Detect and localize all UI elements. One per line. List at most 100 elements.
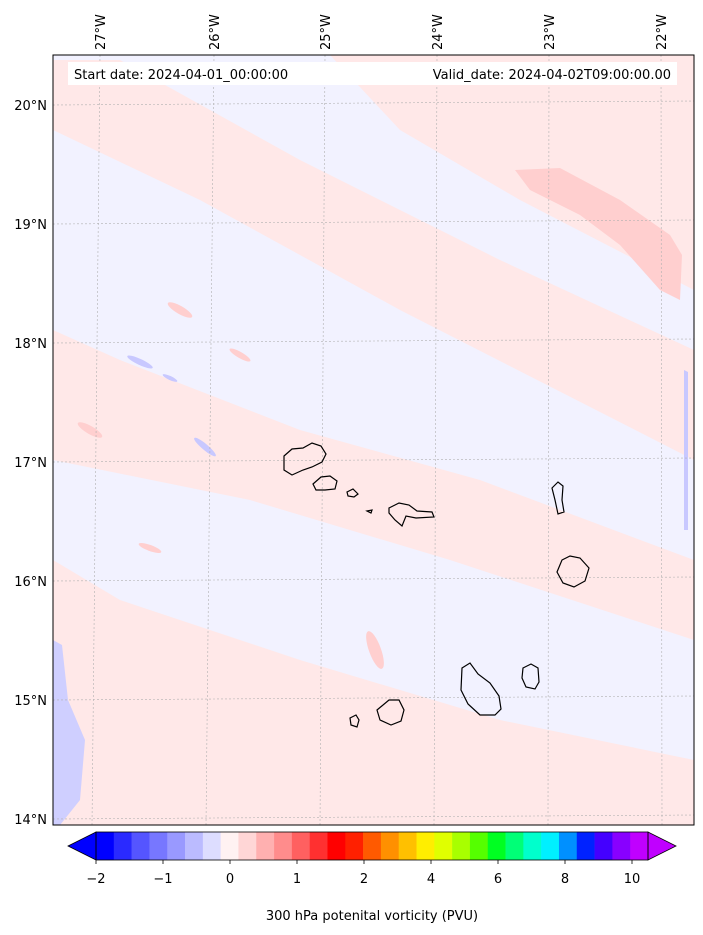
pv-band-lower (53, 330, 694, 640)
colorbar-cell (434, 832, 453, 860)
colorbar-cell (345, 832, 364, 860)
colorbar-tick-label: 2 (360, 872, 368, 887)
colorbar-cells (96, 832, 649, 860)
colorbar-cell (96, 832, 115, 860)
lon-tick-label: 25°W (319, 14, 334, 50)
colorbar-tick-labels: −2 −1 0 1 2 4 6 8 10 (86, 860, 640, 887)
pv-negative-patch-left (53, 640, 85, 825)
colorbar-cell (398, 832, 417, 860)
parallel-line (53, 576, 694, 582)
colorbar-cell (612, 832, 631, 860)
colorbar-cell (363, 832, 382, 860)
graticule (53, 55, 694, 825)
lon-tick-label: 26°W (208, 14, 223, 50)
colorbar-cell (576, 832, 595, 860)
map-frame (52, 54, 695, 826)
lat-tick-label: 14°N (14, 813, 47, 828)
lat-tick-label: 18°N (14, 337, 47, 352)
colorbar-tick-label: −1 (153, 872, 172, 887)
colorbar-cell (380, 832, 400, 860)
colorbar-cell (541, 832, 560, 860)
meridian-line (91, 55, 101, 825)
pv-band-bottom (53, 560, 694, 825)
lat-tick-label: 19°N (14, 218, 47, 233)
colorbar-extend-max (647, 831, 677, 861)
valid-date-label: Valid_date: 2024-04-02T09:00:00.00 (433, 68, 671, 83)
colorbar-cell (309, 832, 328, 860)
colorbar-cell (185, 832, 204, 860)
colorbar-tick-label: 8 (561, 872, 569, 887)
meridian-line (660, 55, 663, 825)
island-branco (365, 509, 373, 514)
colorbar-cell (167, 832, 186, 860)
colorbar-cell (469, 832, 489, 860)
colorbar-label: 300 hPa potenital vorticity (PVU) (266, 909, 478, 924)
colorbar-cell (327, 832, 346, 860)
island-sal (551, 481, 565, 515)
colorbar-tick-label: 4 (427, 872, 435, 887)
colorbar-tick-label: 0 (226, 872, 234, 887)
colorbar-tick-label: 6 (494, 872, 502, 887)
lat-tick-label: 16°N (14, 575, 47, 590)
coastlines (283, 442, 590, 728)
parallel-line (53, 695, 694, 701)
meridian-line (205, 55, 215, 825)
island-maio (521, 663, 540, 690)
colorbar-cell (256, 832, 275, 860)
latitude-tick-labels: 20°N 19°N 18°N 17°N 16°N 15°N 14°N (14, 99, 47, 828)
colorbar-cell (505, 832, 524, 860)
lon-tick-label: 24°W (431, 14, 446, 50)
lat-tick-label: 15°N (14, 694, 47, 709)
colorbar-cell (113, 832, 132, 860)
parallel-line (53, 457, 694, 463)
colorbar-cell (630, 832, 649, 860)
colorbar-tick-label: 1 (293, 872, 301, 887)
island-brava (349, 714, 360, 728)
meridian-line (433, 55, 438, 825)
colorbar-cell (238, 832, 257, 860)
colorbar-cell (202, 832, 221, 860)
island-fogo (376, 699, 405, 726)
colorbar-cell (274, 832, 293, 860)
colorbar-cell (149, 832, 168, 860)
island-sao-vicente (312, 475, 338, 491)
colorbar-cell (291, 832, 310, 860)
meridian-line (547, 55, 550, 825)
colorbar-cell (220, 832, 239, 860)
map-panel: Start date: 2024-04-01_00:00:00 Valid_da… (14, 14, 695, 828)
pv-negative-strip-right (684, 370, 688, 530)
lat-tick-label: 17°N (14, 456, 47, 471)
lon-tick-label: 23°W (543, 14, 558, 50)
header-box (68, 62, 677, 85)
colorbar: −2 −1 0 1 2 4 6 8 10 300 hPa potenital vorticity… (67, 831, 677, 924)
colorbar-extend-min (67, 831, 97, 861)
island-santa-luzia (346, 488, 359, 498)
parallel-line (53, 338, 694, 344)
pv-small-patches (77, 302, 384, 669)
colorbar-tick-label: −2 (86, 872, 105, 887)
colorbar-cell (416, 832, 435, 860)
pv-band-middle (53, 60, 694, 460)
colorbar-frame (95, 831, 649, 861)
lat-tick-label: 20°N (14, 99, 47, 114)
pv-small-negative-patches (127, 355, 216, 457)
island-sao-nicolau (388, 502, 435, 528)
lon-tick-label: 27°W (94, 14, 109, 50)
parallel-line (53, 814, 694, 820)
island-santiago (460, 662, 502, 716)
start-date-label: Start date: 2024-04-01_00:00:00 (74, 68, 288, 83)
colorbar-tick-label: 10 (624, 872, 641, 887)
colorbar-cell (487, 832, 506, 860)
colorbar-cell (594, 832, 613, 860)
meridian-line (319, 55, 326, 825)
pv-patch-high (515, 168, 682, 300)
colorbar-cell (523, 832, 542, 860)
lon-tick-label: 22°W (655, 14, 670, 50)
parallel-line (53, 219, 694, 225)
colorbar-cell (131, 832, 150, 860)
colorbar-cell (452, 832, 471, 860)
island-boa-vista (556, 555, 590, 588)
parallel-line (53, 100, 694, 106)
colorbar-cell (558, 832, 578, 860)
